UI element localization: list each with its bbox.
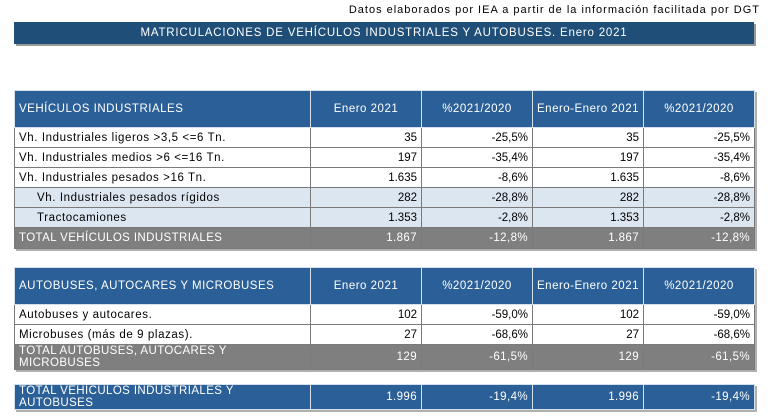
cell-ytd: 1.353 <box>532 207 644 228</box>
table-row: Autobuses y autocares. 102 -59,0% 102 -5… <box>14 304 755 325</box>
cell-ytd: 27 <box>532 324 644 345</box>
table-row: Microbuses (más de 9 plazas). 27 -68,6% … <box>14 324 755 345</box>
column-header-pct-month: %2021/2020 <box>421 90 533 128</box>
cell-pct-ytd: -68,6% <box>643 324 755 345</box>
cell-pct-ytd: -2,8% <box>643 207 755 228</box>
column-header-month: Enero 2021 <box>310 90 422 128</box>
cell-pct-ytd: -25,5% <box>643 127 755 148</box>
cell-ytd: 129 <box>532 344 644 370</box>
column-header-ytd: Enero-Enero 2021 <box>532 90 644 128</box>
cell-ytd: 197 <box>532 147 644 168</box>
cell-ytd: 102 <box>532 304 644 325</box>
table-row: Vh. Industriales ligeros >3,5 <=6 Tn. 35… <box>14 127 755 148</box>
cell-month: 1.996 <box>310 384 422 410</box>
table-row: Vh. Industriales medios >6 <=16 Tn. 197 … <box>14 147 755 168</box>
industrial-vehicles-table: VEHÍCULOS INDUSTRIALES Enero 2021 %2021/… <box>14 90 755 249</box>
table-subrow: Tractocamiones 1.353 -2,8% 1.353 -2,8% <box>14 207 755 228</box>
total-row: TOTAL VEHÍCULOS INDUSTRIALES 1.867 -12,8… <box>14 227 755 249</box>
cell-pct-month: -25,5% <box>421 127 533 148</box>
cell-pct-month: -19,4% <box>421 384 533 410</box>
cell-month: 35 <box>310 127 422 148</box>
row-label: Microbuses (más de 9 plazas). <box>14 324 311 345</box>
column-header-ytd: Enero-Enero 2021 <box>532 267 644 305</box>
cell-ytd: 1.996 <box>532 384 644 410</box>
cell-pct-ytd: -8,6% <box>643 167 755 188</box>
column-header-category: VEHÍCULOS INDUSTRIALES <box>14 90 311 128</box>
total-label: TOTAL VEHÍCULOS INDUSTRIALES <box>14 227 311 249</box>
cell-pct-ytd: -59,0% <box>643 304 755 325</box>
cell-ytd: 1.867 <box>532 227 644 249</box>
cell-pct-ytd: -35,4% <box>643 147 755 168</box>
cell-pct-month: -12,8% <box>421 227 533 249</box>
cell-pct-month: -61,5% <box>421 344 533 370</box>
cell-month: 129 <box>310 344 422 370</box>
grand-total-table: TOTAL VEHÍCULOS INDUSTRIALES Y AUTOBUSES… <box>14 384 755 410</box>
table-subrow: Vh. Industriales pesados rígidos 282 -28… <box>14 187 755 208</box>
row-label: Tractocamiones <box>14 207 311 228</box>
total-label: TOTAL AUTOBUSES, AUTOCARES Y MICROBUSES <box>14 344 311 370</box>
cell-month: 1.353 <box>310 207 422 228</box>
cell-pct-ytd: -19,4% <box>643 384 755 410</box>
cell-pct-month: -59,0% <box>421 304 533 325</box>
source-note: Datos elaborados por IEA a partir de la … <box>348 4 760 16</box>
buses-table: AUTOBUSES, AUTOCARES Y MICROBUSES Enero … <box>14 267 755 370</box>
cell-pct-month: -2,8% <box>421 207 533 228</box>
cell-pct-ytd: -12,8% <box>643 227 755 249</box>
column-header-pct-month: %2021/2020 <box>421 267 533 305</box>
cell-pct-month: -28,8% <box>421 187 533 208</box>
column-header-month: Enero 2021 <box>310 267 422 305</box>
cell-ytd: 1.635 <box>532 167 644 188</box>
cell-pct-month: -35,4% <box>421 147 533 168</box>
column-header-pct-ytd: %2021/2020 <box>643 90 755 128</box>
report-title: MATRICULACIONES DE VEHÍCULOS INDUSTRIALE… <box>14 22 754 44</box>
cell-month: 1.635 <box>310 167 422 188</box>
column-header-category: AUTOBUSES, AUTOCARES Y MICROBUSES <box>14 267 311 305</box>
grand-total-label: TOTAL VEHÍCULOS INDUSTRIALES Y AUTOBUSES <box>14 384 311 410</box>
cell-ytd: 282 <box>532 187 644 208</box>
cell-month: 282 <box>310 187 422 208</box>
table-header-row: AUTOBUSES, AUTOCARES Y MICROBUSES Enero … <box>14 267 755 305</box>
table-header-row: VEHÍCULOS INDUSTRIALES Enero 2021 %2021/… <box>14 90 755 128</box>
cell-pct-ytd: -28,8% <box>643 187 755 208</box>
cell-month: 1.867 <box>310 227 422 249</box>
cell-pct-month: -68,6% <box>421 324 533 345</box>
row-label: Vh. Industriales medios >6 <=16 Tn. <box>14 147 311 168</box>
row-label: Vh. Industriales pesados >16 Tn. <box>14 167 311 188</box>
cell-month: 197 <box>310 147 422 168</box>
column-header-pct-ytd: %2021/2020 <box>643 267 755 305</box>
cell-month: 27 <box>310 324 422 345</box>
table-row: Vh. Industriales pesados >16 Tn. 1.635 -… <box>14 167 755 188</box>
cell-pct-month: -8,6% <box>421 167 533 188</box>
row-label: Vh. Industriales ligeros >3,5 <=6 Tn. <box>14 127 311 148</box>
grand-total-row: TOTAL VEHÍCULOS INDUSTRIALES Y AUTOBUSES… <box>14 384 755 410</box>
row-label: Autobuses y autocares. <box>14 304 311 325</box>
cell-month: 102 <box>310 304 422 325</box>
total-row: TOTAL AUTOBUSES, AUTOCARES Y MICROBUSES … <box>14 344 755 370</box>
row-label: Vh. Industriales pesados rígidos <box>14 187 311 208</box>
cell-ytd: 35 <box>532 127 644 148</box>
cell-pct-ytd: -61,5% <box>643 344 755 370</box>
